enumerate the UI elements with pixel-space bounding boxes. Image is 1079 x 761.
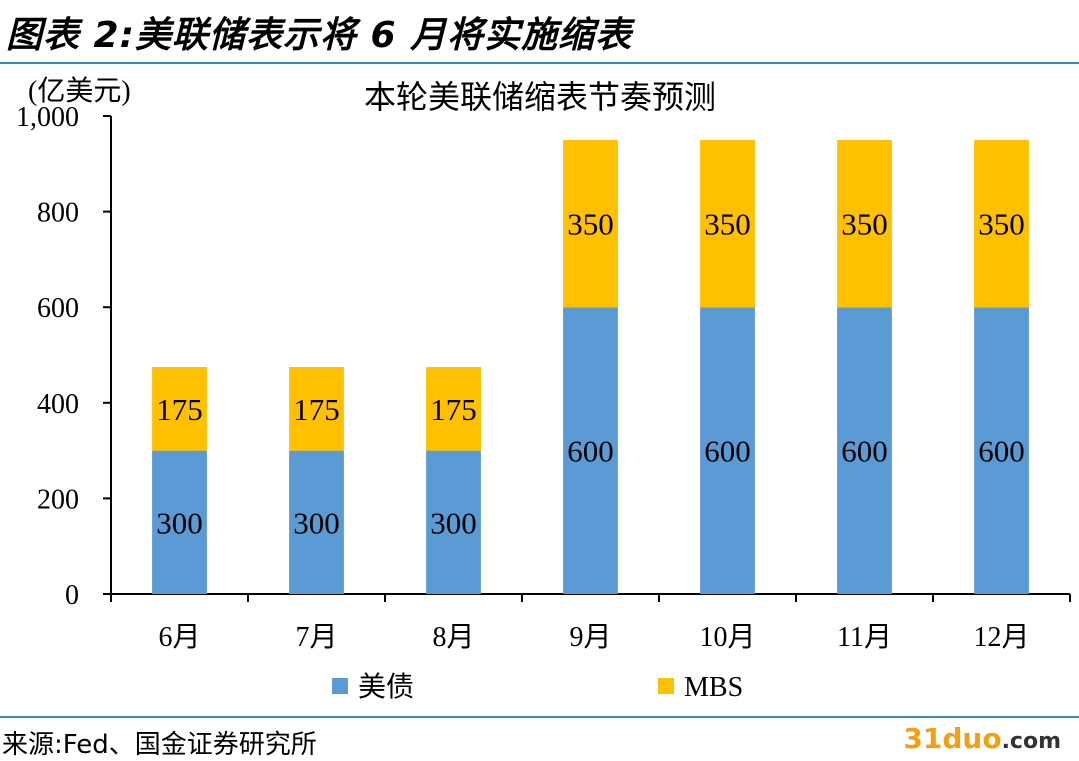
watermark-domain: .com [1001, 729, 1061, 754]
bars: 300 175 300 175 300 175 600 350 600 350 600 350 600 3… [152, 139, 1029, 594]
figure-title: 图表 2:美联储表示将 6 月将实施缩表 [6, 15, 633, 56]
data-label: 600 [567, 434, 614, 469]
watermark-name: duo [942, 722, 1002, 755]
legend-label: MBS [684, 672, 743, 703]
x-tick-label: 6月 [158, 622, 200, 653]
watermark-number: 31 [903, 722, 943, 755]
bottom-rule [0, 716, 1079, 718]
bar-mbs [700, 139, 755, 308]
data-label: 175 [293, 392, 340, 427]
x-tick-label: 10月 [699, 622, 755, 653]
data-label: 350 [704, 207, 751, 242]
bar-mbs [289, 366, 344, 451]
bar-treasury [426, 450, 481, 594]
chart-title: 本轮美联储缩表节奏预测 [364, 79, 716, 115]
y-tick-label: 0 [65, 580, 79, 611]
bar-treasury [837, 307, 892, 594]
y-axis: 0 200 400 600 800 1,000 [16, 102, 112, 611]
bar-mbs [563, 139, 618, 308]
y-tick-label: 1,000 [16, 102, 79, 133]
x-axis: 6月 7月 8月 9月 10月 11月 12月 [110, 593, 1071, 653]
data-label: 300 [430, 505, 477, 540]
y-tick-label: 800 [37, 198, 79, 229]
watermark: 31duo.com [903, 722, 1061, 755]
top-rule [0, 62, 1079, 64]
data-label: 175 [156, 392, 203, 427]
x-tick-label: 7月 [295, 622, 337, 653]
y-unit-label: (亿美元) [28, 75, 131, 107]
data-label: 175 [430, 392, 477, 427]
data-label: 600 [841, 434, 888, 469]
chart: (亿美元) 本轮美联储缩表节奏预测 0 200 400 600 800 1,000 6月 7… [16, 75, 1071, 703]
x-tick-label: 11月 [837, 622, 892, 653]
data-label: 350 [567, 207, 614, 242]
bar-treasury [974, 307, 1029, 594]
y-tick-label: 600 [37, 293, 79, 324]
bar-mbs [426, 366, 481, 451]
data-label: 300 [156, 505, 203, 540]
data-label: 300 [293, 505, 340, 540]
data-label: 350 [978, 207, 1025, 242]
data-label: 600 [704, 434, 751, 469]
bar-mbs [837, 139, 892, 308]
bar-treasury [289, 450, 344, 594]
legend-swatch [332, 678, 348, 694]
x-tick-label: 9月 [569, 622, 611, 653]
bar-mbs [152, 366, 207, 451]
data-label: 600 [978, 434, 1025, 469]
y-tick-label: 200 [37, 484, 79, 515]
source-note: 来源:Fed、国金证券研究所 [2, 730, 317, 760]
x-tick-label: 8月 [432, 622, 474, 653]
bar-treasury [700, 307, 755, 594]
legend-swatch [658, 678, 674, 694]
legend: 美债 MBS [332, 671, 743, 703]
legend-label: 美债 [358, 671, 414, 703]
data-label: 350 [841, 207, 888, 242]
y-tick-label: 400 [37, 389, 79, 420]
x-tick-label: 12月 [973, 622, 1029, 653]
bar-mbs [974, 139, 1029, 308]
bar-treasury [152, 450, 207, 594]
bar-treasury [563, 307, 618, 594]
